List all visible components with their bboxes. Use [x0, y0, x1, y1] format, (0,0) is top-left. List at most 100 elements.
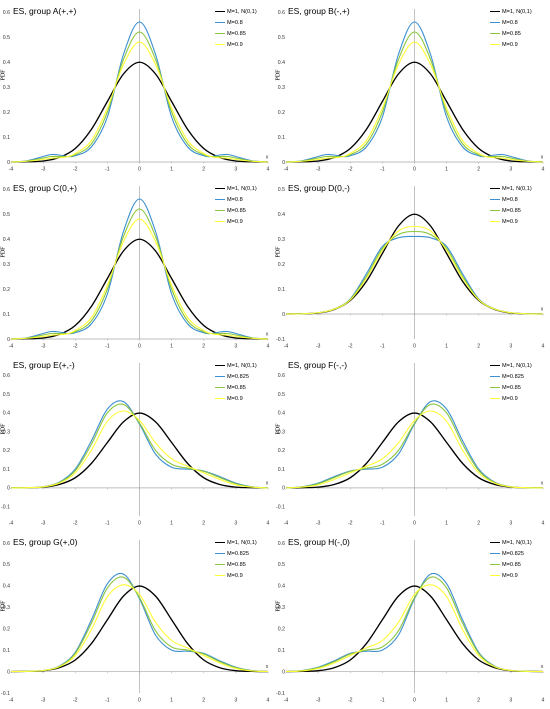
chart-plot: 0 0.1 0.2 0.3 0.4 0.5 0.6 -4 -3 -2 -1 0 1 2 3 4 x [3, 9, 270, 173]
x-tick-label: 4 [542, 698, 545, 704]
series-line-4 [10, 41, 269, 163]
legend-item: M=0.85 [215, 559, 257, 570]
y-tick-label: 0.4 [278, 212, 285, 218]
chart-panel-1: 0 0.1 0.2 0.3 0.4 0.5 0.6 -4 -3 -2 -1 0 1 2 3 4 x ES, gro… [0, 0, 275, 177]
x-tick-label: -3 [316, 167, 321, 173]
legend-swatch [215, 376, 225, 377]
y-tick-label: 0 [7, 160, 10, 166]
chart-panel-5: -0.1 0 0.1 0.2 0.3 0.4 0.5 0.6 -4 -3 -2 -1 0 1 2 3 4 x ES,… [0, 354, 275, 531]
chart-title: ES, group E(+,-) [13, 360, 75, 370]
legend-item: M=0.85 [490, 205, 532, 216]
x-tick-label: -1 [380, 344, 385, 350]
x-tick-label: -4 [284, 167, 289, 173]
chart-title: ES, group B(-,+) [288, 6, 350, 16]
chart-title: ES, group F(-,-) [288, 360, 348, 370]
x-tick-label: 0 [138, 167, 141, 173]
legend-swatch [490, 564, 500, 565]
y-tick-label: 0.5 [278, 187, 285, 193]
legend-label: M=0.9 [502, 572, 518, 579]
legend-item: M=1, N(0,1) [215, 183, 257, 194]
legend-item: M=1, N(0,1) [490, 183, 532, 194]
x-tick-label: -2 [73, 521, 78, 527]
y-tick-label: 0.2 [3, 287, 10, 293]
chart-panel-3: 0 0.1 0.2 0.3 0.4 0.5 0.6 -4 -3 -2 -1 0 1 2 3 4 x ES, gro… [0, 177, 275, 354]
x-tick-label: 4 [542, 521, 545, 527]
legend-item: M=0.9 [490, 393, 532, 404]
x-tick-label: -1 [380, 521, 385, 527]
legend-item: M=1, N(0,1) [490, 360, 532, 371]
legend-item: M=1, N(0,1) [215, 360, 257, 371]
legend-label: M=0.825 [502, 373, 524, 380]
y-axis-label: PDF [275, 69, 282, 81]
x-tick-label: 2 [202, 698, 205, 704]
legend-label: M=0.9 [227, 218, 243, 225]
series-line-2 [10, 198, 269, 340]
y-axis-label: PDF [275, 246, 282, 258]
legend-swatch [215, 199, 225, 200]
series-line-1 [285, 61, 544, 163]
legend-label: M=0.85 [502, 384, 521, 391]
y-tick-label: 0.1 [278, 648, 285, 654]
legend-label: M=1, N(0,1) [502, 8, 532, 15]
y-tick-label: 0.3 [3, 605, 10, 611]
x-tick-label: -3 [41, 698, 46, 704]
legend-swatch [215, 575, 225, 576]
x-tick-label: -3 [316, 521, 321, 527]
legend-label: M=0.85 [502, 561, 521, 568]
legend-label: M=0.85 [502, 30, 521, 37]
chart-panel-8: -0.1 0 0.1 0.2 0.3 0.4 0.5 0.6 -4 -3 -2 -1 0 1 2 3 4 x ES,… [275, 531, 550, 708]
x-tick-label: -4 [284, 344, 289, 350]
legend-swatch [215, 387, 225, 388]
series-line-4 [285, 41, 544, 163]
y-tick-label: 0.5 [3, 562, 10, 568]
y-tick-label: 0.4 [3, 411, 10, 417]
series-line-3 [10, 208, 269, 340]
legend-item: M=0.9 [490, 216, 532, 227]
legend-label: M=0.85 [227, 30, 246, 37]
legend-label: M=0.825 [227, 550, 249, 557]
y-axis-label: PDF [0, 246, 7, 258]
x-tick-label: 1 [445, 167, 448, 173]
chart-title: ES, group H(-,0) [288, 537, 350, 547]
y-tick-label: 0.3 [3, 262, 10, 268]
chart-plot: -0.1 0 0.1 0.2 0.3 0.4 0.5 0.6 -4 -3 -2 -1 0 1 2 3 4 x [276, 363, 545, 527]
legend-label: M=1, N(0,1) [502, 185, 532, 192]
legend-swatch [490, 542, 500, 543]
x-tick-label: 0 [138, 344, 141, 350]
y-tick-label: 0.6 [278, 373, 285, 379]
legend: M=1, N(0,1) M=0.825 M=0.85 M=0.9 [215, 360, 257, 404]
y-tick-label: 0.2 [278, 262, 285, 268]
legend-swatch [490, 365, 500, 366]
series-line-4 [285, 225, 544, 315]
y-tick-label: 0 [282, 486, 285, 492]
legend-item: M=0.825 [215, 371, 257, 382]
legend-swatch [215, 210, 225, 211]
legend-label: M=0.9 [227, 41, 243, 48]
legend: M=1, N(0,1) M=0.8 M=0.85 M=0.9 [490, 183, 532, 227]
legend-swatch [490, 199, 500, 200]
x-tick-label: 2 [202, 167, 205, 173]
legend-swatch [490, 22, 500, 23]
x-tick-label: 2 [202, 344, 205, 350]
y-tick-label: 0 [7, 486, 10, 492]
legend-swatch [490, 575, 500, 576]
y-tick-label: 0.4 [278, 584, 285, 590]
series-line-1 [10, 412, 269, 489]
legend-label: M=0.85 [227, 207, 246, 214]
legend-item: M=0.825 [215, 548, 257, 559]
y-tick-label: 0.4 [3, 584, 10, 590]
y-tick-label: -0.1 [276, 691, 285, 697]
chart-title: ES, group A(+,+) [13, 6, 77, 16]
x-tick-label: 2 [477, 344, 480, 350]
x-tick-label: 2 [202, 521, 205, 527]
legend-swatch [490, 376, 500, 377]
chart-plot: -0.1 0 0.1 0.2 0.3 0.4 0.5 0.6 -4 -3 -2 -1 0 1 2 3 4 x [1, 540, 270, 704]
x-tick-label: -1 [380, 167, 385, 173]
x-tick-label: -2 [348, 521, 353, 527]
x-tick-label: 3 [234, 344, 237, 350]
y-tick-label: 0.1 [3, 467, 10, 473]
legend: M=1, N(0,1) M=0.825 M=0.85 M=0.9 [490, 360, 532, 404]
x-tick-label: -1 [105, 344, 110, 350]
legend-label: M=0.9 [502, 218, 518, 225]
x-tick-label: 3 [234, 521, 237, 527]
